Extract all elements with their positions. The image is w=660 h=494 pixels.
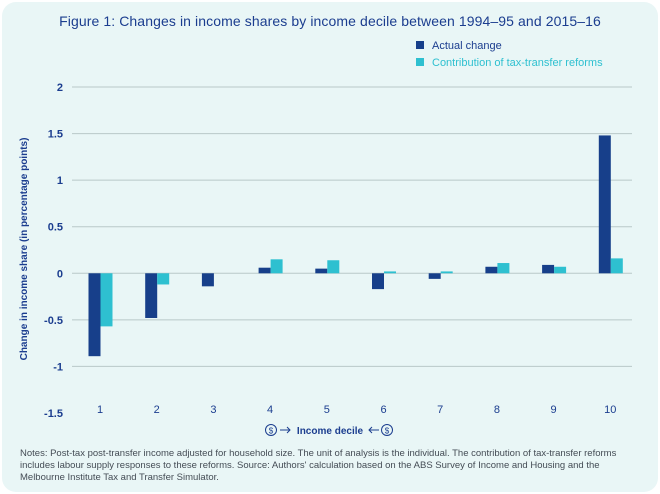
x-axis-ticks: 1 2 3 4 5 6 7 8 9 10 — [97, 404, 616, 416]
bar-actual-change-decile-2 — [145, 273, 158, 318]
bar-actual-change-decile-6 — [372, 273, 384, 290]
y-tick-label: 0.5 — [48, 222, 63, 234]
bar-tax-transfer-reforms-decile-7 — [440, 271, 453, 274]
bar-actual-change-decile-4 — [258, 267, 271, 274]
legend-swatch-actual-change — [416, 41, 424, 49]
x-tick-label: 1 — [97, 404, 103, 416]
y-tick-label: -1 — [53, 361, 63, 373]
bar-actual-change-decile-7 — [428, 273, 441, 279]
bar-tax-transfer-reforms-decile-5 — [327, 260, 340, 274]
bar-tax-transfer-reforms-decile-2 — [157, 273, 170, 285]
x-tick-label: 6 — [380, 404, 386, 416]
legend-swatch-tax-transfer-reforms — [416, 58, 424, 66]
chart-notes: Notes: Post-tax post-transfer income adj… — [20, 448, 617, 483]
y-tick-label: -1.5 — [44, 408, 63, 420]
x-tick-label: 10 — [604, 404, 616, 416]
y-tick-label: -0.5 — [44, 315, 63, 327]
bar-tax-transfer-reforms-decile-4 — [270, 259, 283, 274]
bar-actual-change-decile-3 — [201, 273, 214, 287]
bar-tax-transfer-reforms-decile-8 — [497, 263, 510, 274]
y-tick-label: 1.5 — [48, 129, 63, 141]
y-tick-label: 2 — [57, 82, 63, 94]
x-tick-label: 5 — [324, 404, 330, 416]
bar-actual-change-decile-5 — [315, 268, 328, 274]
bar-tax-transfer-reforms-decile-1 — [100, 273, 113, 327]
bar-tax-transfer-reforms-decile-9 — [554, 266, 567, 274]
x-tick-label: 2 — [154, 404, 160, 416]
y-tick-label: 0 — [57, 268, 63, 280]
gridlines — [72, 86, 632, 367]
legend: Actual change Contribution of tax-transf… — [416, 40, 603, 69]
x-tick-label: 9 — [551, 404, 557, 416]
y-axis-title: Change in income share (in percentage po… — [19, 138, 30, 361]
legend-label-tax-transfer-reforms: Contribution of tax-transfer reforms — [432, 57, 603, 69]
x-tick-label: 7 — [437, 404, 443, 416]
x-tick-label: 3 — [210, 404, 216, 416]
bar-actual-change-decile-8 — [485, 266, 498, 274]
bar-tax-transfer-reforms-decile-10 — [610, 258, 623, 274]
svg-text:$: $ — [385, 427, 390, 436]
dollar-arrow-icon: $ — [265, 424, 291, 436]
bars — [88, 135, 623, 357]
svg-text:$: $ — [269, 427, 274, 436]
bar-actual-change-decile-1 — [88, 273, 101, 357]
dollar-arrow-icon: $ — [368, 424, 393, 436]
bar-actual-change-decile-10 — [598, 135, 611, 274]
chart-title: Figure 1: Changes in income shares by in… — [59, 13, 601, 29]
legend-label-actual-change: Actual change — [432, 40, 502, 52]
y-tick-label: 1 — [57, 175, 63, 187]
bar-actual-change-decile-9 — [542, 264, 555, 274]
x-axis-title: Income decile — [297, 426, 364, 437]
x-axis-title-group: $ Income decile $ — [265, 424, 393, 437]
x-tick-label: 8 — [494, 404, 500, 416]
bar-tax-transfer-reforms-decile-6 — [384, 271, 396, 274]
y-axis-ticks: 2 1.5 1 0.5 0 -0.5 -1 -1.5 — [44, 82, 63, 420]
x-tick-label: 4 — [267, 404, 273, 416]
